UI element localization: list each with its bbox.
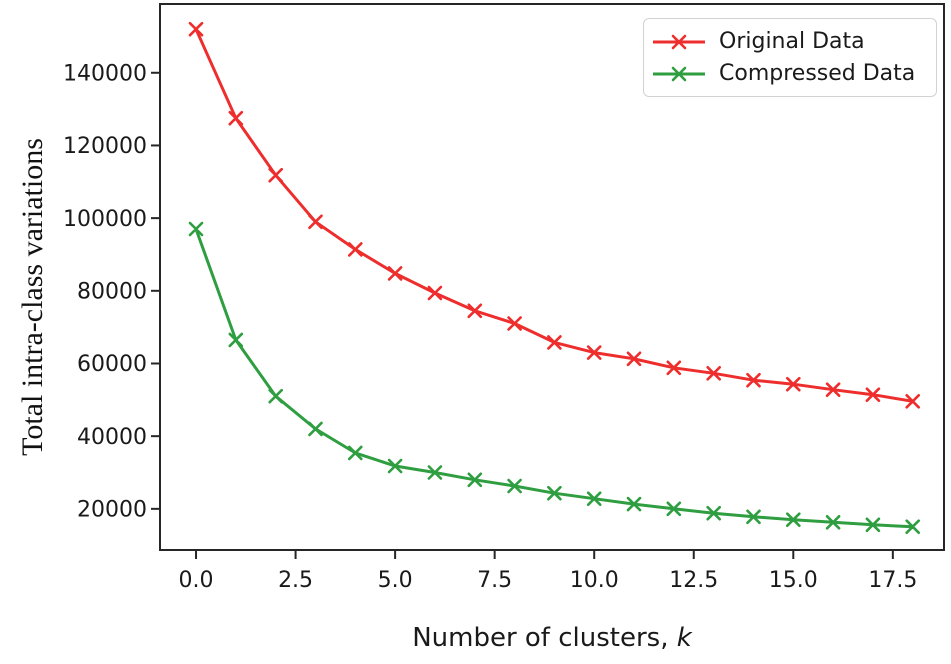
x-tick-label: 17.5 (868, 568, 917, 593)
x-axis-label-text: Number of clusters, (412, 623, 677, 653)
x-tick-label: 2.5 (278, 568, 313, 593)
legend-line-sample-icon (653, 34, 705, 49)
y-axis-label-text: Total intra-class variations (16, 138, 49, 456)
x-axis-label-variable: k (676, 623, 692, 653)
compressed-data-markers (188, 221, 920, 534)
x-tick-label: 5.0 (378, 568, 413, 593)
x-marker-icon (671, 66, 687, 81)
legend-label: Original Data (719, 29, 865, 54)
legend-line-sample-icon (653, 66, 705, 81)
x-tick-label: 10.0 (570, 568, 619, 593)
legend-item-original-data: Original Data (652, 29, 928, 54)
y-tick-label: 100000 (63, 207, 147, 232)
x-tick-label: 15.0 (769, 568, 818, 593)
legend: Original Data Compressed Data (643, 18, 937, 97)
legend-item-compressed-data: Compressed Data (652, 61, 928, 86)
x-tick-label: 7.5 (477, 568, 512, 593)
y-tick-label: 80000 (77, 280, 147, 305)
y-tick-label: 40000 (77, 425, 147, 450)
y-axis-label: Total intra-class variations (16, 138, 50, 456)
y-tick-label: 60000 (77, 352, 147, 377)
y-tick-label: 140000 (63, 61, 147, 86)
x-tick-label: 0.0 (179, 568, 214, 593)
x-marker-icon (671, 34, 687, 49)
x-axis-label: Number of clusters, k (412, 623, 692, 653)
compressed-data-line (194, 228, 913, 529)
y-tick-label: 20000 (77, 498, 147, 523)
axes-spines (159, 3, 945, 551)
original-data-markers (188, 21, 920, 409)
y-tick-label: 120000 (63, 134, 147, 159)
x-tick-label: 12.5 (669, 568, 718, 593)
legend-label: Compressed Data (719, 61, 916, 86)
